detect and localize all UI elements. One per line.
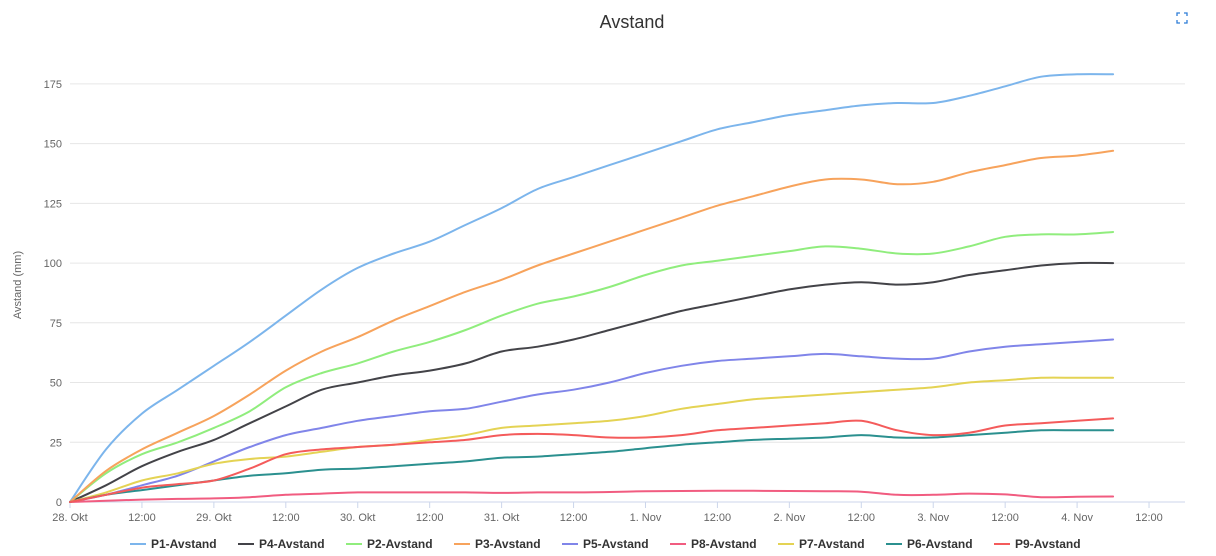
legend: P1-Avstand P4-Avstand P2-Avstand P3-Avstand… (130, 537, 1081, 551)
y-tick-label: 100 (44, 258, 62, 270)
legend-item[interactable]: P1-Avstand (130, 537, 217, 551)
legend-item[interactable]: P5-Avstand (562, 537, 649, 551)
legend-label: P4-Avstand (259, 537, 325, 551)
series-line-p7-avstand (69, 376, 1115, 503)
y-tick-label: 175 (44, 79, 62, 91)
x-tick-label: 12:00 (128, 512, 156, 524)
legend-label: P8-Avstand (691, 537, 757, 551)
series-line-p3-avstand (69, 149, 1115, 503)
x-tick-label: 12:00 (991, 512, 1019, 524)
legend-item[interactable]: P6-Avstand (886, 537, 973, 551)
series-line-p9-avstand (69, 417, 1115, 503)
grid-lines (70, 83, 1185, 443)
legend-item[interactable]: P4-Avstand (238, 537, 325, 551)
series-line-p4-avstand (69, 261, 1115, 503)
legend-item[interactable]: P9-Avstand (994, 537, 1081, 551)
series-line-p1-avstand (69, 73, 1115, 503)
series-line-p2-avstand (69, 231, 1115, 503)
x-tick-label: 12:00 (560, 512, 588, 524)
y-tick-label: 150 (44, 139, 62, 151)
series-line-p8-avstand (69, 489, 1115, 503)
x-tick-label: 4. Nov (1061, 512, 1093, 524)
y-tick-label: 0 (56, 497, 62, 509)
legend-label: P1-Avstand (151, 537, 217, 551)
y-tick-label: 25 (50, 437, 62, 449)
x-tick-label: 28. Okt (52, 512, 87, 524)
y-tick-label: 75 (50, 318, 62, 330)
x-tick-label: 1. Nov (630, 512, 662, 524)
y-tick-label: 125 (44, 198, 62, 210)
x-tick-label: 30. Okt (340, 512, 375, 524)
series-line-p6-avstand (69, 429, 1115, 503)
x-tick-label: 31. Okt (484, 512, 519, 524)
x-tick-label: 12:00 (848, 512, 876, 524)
x-axis-tick-labels: 28. Okt 12:00 29. Okt 12:00 30. Okt 12:00 31. … (52, 502, 1163, 524)
legend-label: P6-Avstand (907, 537, 973, 551)
series-line-p5-avstand (69, 338, 1115, 503)
x-tick-label: 12:00 (1135, 512, 1163, 524)
y-axis-title: Avstand (mm) (12, 251, 24, 319)
legend-item[interactable]: P3-Avstand (454, 537, 541, 551)
legend-label: P5-Avstand (583, 537, 649, 551)
legend-item[interactable]: P2-Avstand (346, 537, 433, 551)
legend-label: P3-Avstand (475, 537, 541, 551)
legend-item[interactable]: P7-Avstand (778, 537, 865, 551)
legend-label: P7-Avstand (799, 537, 865, 551)
legend-label: P9-Avstand (1015, 537, 1081, 551)
x-tick-label: 12:00 (416, 512, 444, 524)
x-tick-label: 29. Okt (196, 512, 231, 524)
x-tick-label: 12:00 (704, 512, 732, 524)
chart-title: Avstand (600, 12, 665, 32)
x-tick-label: 12:00 (272, 512, 300, 524)
y-tick-label: 50 (50, 378, 62, 390)
x-tick-label: 3. Nov (917, 512, 949, 524)
legend-item[interactable]: P8-Avstand (670, 537, 757, 551)
y-axis-tick-labels: 0 25 50 75 100 125 150 175 (44, 79, 62, 509)
legend-label: P2-Avstand (367, 537, 433, 551)
series-lines (69, 73, 1115, 503)
x-tick-label: 2. Nov (773, 512, 805, 524)
expand-icon[interactable] (1176, 12, 1188, 24)
